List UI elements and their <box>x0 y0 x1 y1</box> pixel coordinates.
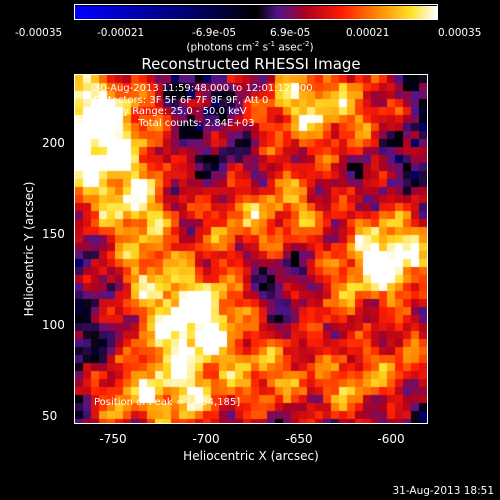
plot-timestamp: 31-Aug-2013 18:51 <box>392 485 494 497</box>
annotation-energy: Energy Range: 25.0 - 50.0 keV <box>94 106 247 117</box>
x-tick-label: -700 <box>192 432 220 446</box>
annotation-detectors: Detectors: 3F 5F 6F 7F 8F 9F, Att 0 <box>94 94 269 106</box>
colorbar-tick: 0.00035 <box>438 27 482 39</box>
x-tick-label: -750 <box>99 432 127 446</box>
colorbar-gradient <box>75 6 437 19</box>
plot-area: 30-Aug-2013 11:59:48.000 to 12:01:12.000… <box>74 74 428 424</box>
colorbar-units: (photons cm-2 s-1 asec-2) <box>186 40 314 54</box>
y-axis-label: Heliocentric Y (arcsec) <box>22 181 36 317</box>
chart-title: Reconstructed RHESSI Image <box>141 55 361 73</box>
colorbar-tick: 6.9e-05 <box>270 27 311 39</box>
x-tick-label: -600 <box>377 432 405 446</box>
y-tick-label: 50 <box>42 409 58 423</box>
colorbar <box>74 4 438 20</box>
colorbar-tick: -0.00021 <box>97 27 145 39</box>
colorbar-tick: 0.00021 <box>346 27 390 39</box>
x-tick-label: -650 <box>285 432 313 446</box>
heatmap-image <box>75 75 427 423</box>
colorbar-tick: -6.9e-05 <box>192 27 237 39</box>
x-axis-label: Heliocentric X (arcsec) <box>183 449 319 463</box>
y-tick-label: 200 <box>42 136 65 150</box>
annotation-time: 30-Aug-2013 11:59:48.000 to 12:01:12.000 <box>94 83 313 94</box>
y-tick-label: 150 <box>42 227 65 241</box>
peak-position-label: Position of Peak = [-764,185] <box>94 397 241 408</box>
annotation-counts: Clean Total counts: 2.84E+03 <box>94 117 255 129</box>
y-tick-label: 100 <box>42 318 65 332</box>
colorbar-tick: -0.00035 <box>15 27 63 39</box>
